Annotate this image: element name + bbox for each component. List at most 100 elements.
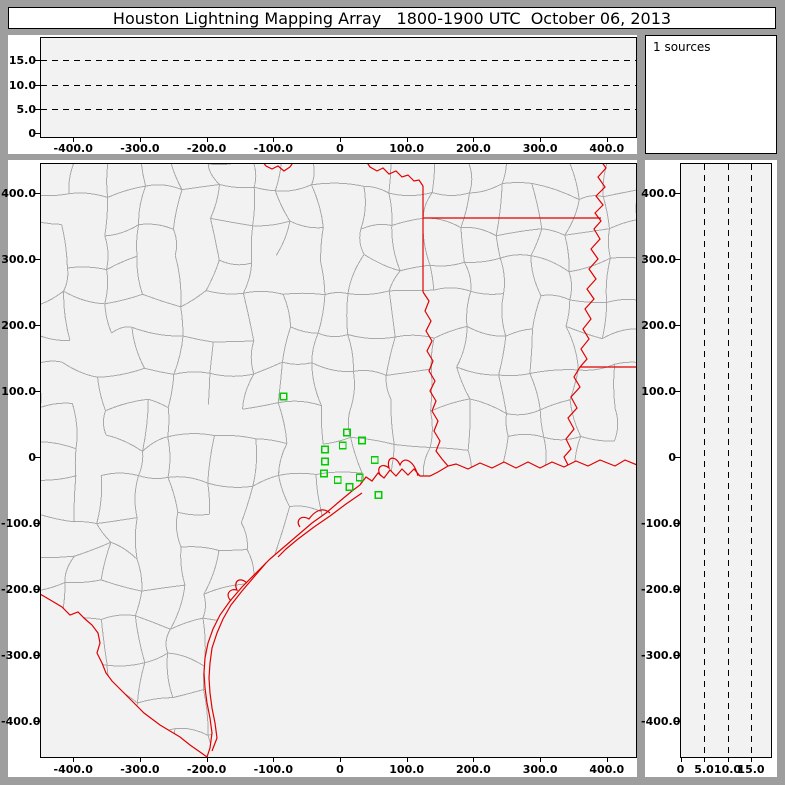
x-axis-tick xyxy=(540,138,542,142)
lma-station-markers xyxy=(279,392,383,499)
lma-station-marker xyxy=(338,441,347,450)
lma-station-marker xyxy=(333,476,342,484)
x-axis-tick-label: -400.0 xyxy=(53,763,93,776)
x-axis-tick-label: -200.0 xyxy=(186,763,227,776)
x-axis-tick xyxy=(340,138,341,142)
x-axis-tick-label: -300.0 xyxy=(120,763,160,776)
y-axis-tick xyxy=(34,133,40,135)
x-axis-tick-label: 100.0 xyxy=(389,763,425,776)
x-axis-tick-label: 0 xyxy=(336,763,344,776)
y-axis-tick-label: 200.0 xyxy=(1,319,36,333)
x-axis-tick-label: 200.0 xyxy=(455,142,491,155)
y-axis-tick xyxy=(34,325,40,327)
y-axis-tick-label: 10.0 xyxy=(8,78,36,92)
lma-station-marker xyxy=(355,473,364,482)
x-axis-tick xyxy=(473,138,475,142)
sources-count-label: 1 sources xyxy=(653,40,711,54)
x-axis-tick xyxy=(273,138,275,142)
y-axis-tick xyxy=(34,589,40,591)
y-axis-tick xyxy=(34,523,40,525)
y-axis-tick xyxy=(34,391,40,393)
y-axis-tick xyxy=(34,60,40,62)
y-axis-tick xyxy=(34,721,40,723)
y-axis-tick xyxy=(674,721,680,723)
x-axis-tick xyxy=(73,138,75,142)
x-axis-tick-label: 5.0 xyxy=(694,763,714,776)
x-axis-tick xyxy=(680,758,682,762)
y-axis-tick-label: 400.0 xyxy=(1,187,36,201)
plot-title: Houston Lightning Mapping Array 1800-190… xyxy=(112,8,672,28)
lma-station-marker xyxy=(358,436,366,445)
map-drawing xyxy=(41,164,636,757)
y-axis-tick-label: 200.0 xyxy=(641,319,676,333)
lma-station-marker xyxy=(321,457,329,466)
y-axis-tick xyxy=(34,259,40,261)
altitude-ew-panel xyxy=(40,37,637,138)
y-axis-tick xyxy=(674,655,680,657)
altitude-gridline xyxy=(41,85,636,86)
y-axis-tick xyxy=(674,325,680,327)
y-axis-tick xyxy=(674,259,680,261)
y-axis-tick xyxy=(34,655,40,657)
y-axis-tick-label: -300.0 xyxy=(1,649,41,663)
y-axis-tick xyxy=(674,391,680,393)
x-axis-tick-label: -300.0 xyxy=(120,142,160,155)
y-axis-tick-label: 5.0 xyxy=(16,102,37,116)
x-axis-tick xyxy=(473,758,475,762)
x-axis-tick xyxy=(751,758,752,762)
x-axis-tick xyxy=(704,758,705,762)
x-axis-tick-label: -400.0 xyxy=(53,142,93,155)
lma-station-marker xyxy=(320,469,328,478)
altitude-gridline xyxy=(751,164,752,757)
lma-station-marker xyxy=(374,491,383,499)
y-axis-tick-label: 100.0 xyxy=(1,385,36,399)
y-axis-tick-label: 100.0 xyxy=(641,385,676,399)
y-axis-tick-label: 400.0 xyxy=(641,187,676,201)
y-axis-tick xyxy=(34,108,40,110)
y-axis-tick-label: -400.0 xyxy=(641,715,681,729)
x-axis-tick xyxy=(139,138,141,142)
y-axis-tick xyxy=(674,193,680,195)
lma-station-marker xyxy=(345,483,354,491)
x-axis-tick xyxy=(606,758,608,762)
y-axis-tick-label: -300.0 xyxy=(641,649,681,663)
y-axis-tick-label: -100.0 xyxy=(641,517,681,531)
x-axis-tick xyxy=(139,758,141,762)
altitude-gridline xyxy=(728,164,729,757)
y-axis-tick-label: 0 xyxy=(28,451,36,465)
x-axis-tick xyxy=(606,138,608,142)
x-axis-tick xyxy=(406,138,408,142)
lma-station-marker xyxy=(279,392,288,401)
y-axis-tick-label: -200.0 xyxy=(641,583,681,597)
y-axis-tick xyxy=(34,84,40,86)
altitude-gridline xyxy=(41,60,636,61)
y-axis-tick-label: 300.0 xyxy=(1,253,36,267)
x-axis-tick xyxy=(727,758,729,762)
y-axis-tick-label: -100.0 xyxy=(1,517,41,531)
plan-view-map-panel xyxy=(40,163,637,758)
y-axis-tick xyxy=(34,457,40,459)
x-axis-tick-label: 200.0 xyxy=(455,763,491,776)
x-axis-tick xyxy=(273,758,275,762)
plot-title-bar: Houston Lightning Mapping Array 1800-190… xyxy=(8,7,776,29)
x-axis-tick-label: 400.0 xyxy=(589,763,625,776)
x-axis-tick-label: 10.0 xyxy=(713,763,742,776)
county-borders xyxy=(41,164,636,757)
x-axis-tick xyxy=(340,758,341,762)
lma-station-marker xyxy=(321,445,329,454)
state-borders-coastline xyxy=(41,164,636,757)
x-axis-tick xyxy=(73,758,75,762)
y-axis-tick xyxy=(34,193,40,195)
y-axis-tick-label: 0 xyxy=(28,127,36,141)
x-axis-tick-label: -100.0 xyxy=(253,763,293,776)
x-axis-tick-label: 300.0 xyxy=(522,142,558,155)
x-axis-tick-label: -100.0 xyxy=(253,142,293,155)
y-axis-tick-label: 300.0 xyxy=(641,253,676,267)
altitude-ns-panel xyxy=(680,163,772,758)
y-axis-tick xyxy=(674,457,680,459)
x-axis-tick-label: 300.0 xyxy=(522,763,558,776)
altitude-gridline xyxy=(704,164,705,757)
x-axis-tick xyxy=(206,758,208,762)
x-axis-tick-label: 400.0 xyxy=(589,142,625,155)
